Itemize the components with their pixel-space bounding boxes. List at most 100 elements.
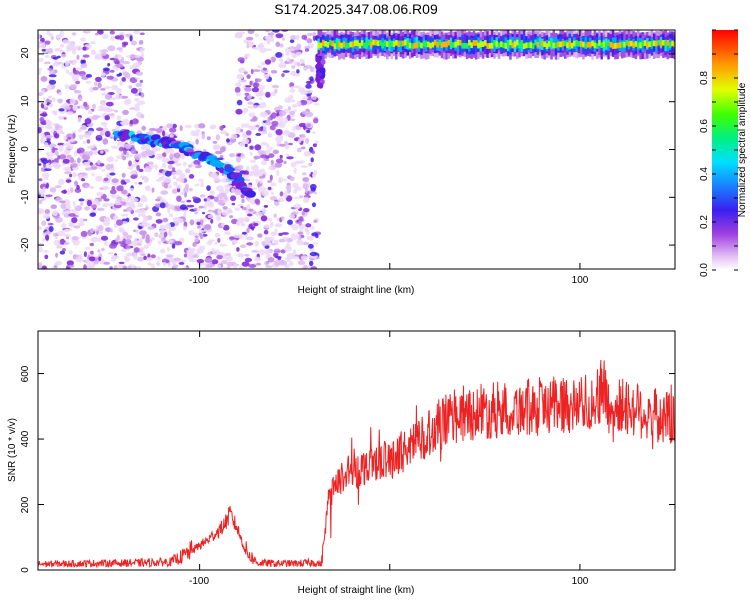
- heatmap-cell: [96, 127, 104, 132]
- heatmap-cell: [306, 235, 314, 241]
- heatmap-cell: [251, 187, 257, 190]
- heatmap-cell: [194, 237, 200, 243]
- band-cell: [671, 40, 674, 52]
- heatmap-cell: [44, 164, 53, 169]
- heatmap-cell: [249, 145, 254, 150]
- heatmap-cell: [114, 159, 118, 162]
- heatmap-cell: [122, 61, 130, 65]
- heatmap-cell: [292, 55, 298, 58]
- heatmap-cell: [306, 123, 312, 128]
- heatmap-cell: [192, 241, 197, 247]
- heatmap-cell: [122, 118, 129, 123]
- heatmap-cell: [255, 132, 262, 136]
- heatmap-cell: [64, 171, 72, 175]
- heatmap-cell: [56, 244, 62, 248]
- band-cell: [668, 42, 672, 48]
- heatmap-cell: [292, 182, 299, 188]
- heatmap-cell: [289, 39, 295, 44]
- heatmap-cell: [259, 42, 264, 47]
- heatmap-cell: [139, 40, 144, 45]
- band-cell: [370, 41, 373, 48]
- heatmap-cell: [138, 223, 145, 227]
- heatmap-cell: [116, 185, 124, 192]
- heatmap-cell: [305, 80, 312, 84]
- heatmap-cell: [183, 211, 187, 218]
- heatmap-cell: [268, 153, 275, 158]
- heatmap-cell: [160, 248, 166, 254]
- heatmap-cell: [43, 177, 49, 181]
- heatmap-cell: [116, 115, 122, 121]
- band-cell: [411, 37, 414, 49]
- heatmap-cell: [100, 235, 109, 241]
- heatmap-cell: [78, 217, 85, 223]
- band-cell: [500, 41, 503, 48]
- heatmap-cell: [44, 40, 51, 45]
- band-cell: [518, 42, 521, 49]
- heatmap-cell: [217, 199, 224, 206]
- heatmap-cell: [114, 109, 118, 113]
- heatmap-cell: [63, 233, 71, 238]
- heatmap-cell: [291, 211, 299, 215]
- heatmap-cell: [89, 256, 96, 262]
- heatmap-cell: [302, 96, 309, 100]
- heatmap-cell: [214, 232, 221, 238]
- heatmap-cell: [52, 62, 60, 67]
- heatmap-cell: [46, 120, 53, 127]
- spectrogram-ytick-label: 0: [20, 146, 31, 152]
- heatmap-cell: [289, 110, 295, 116]
- band-cell: [427, 41, 430, 48]
- heatmap-cell: [195, 138, 199, 145]
- band-cell: [481, 41, 485, 47]
- heatmap-cell: [276, 115, 284, 122]
- heatmap-cell: [272, 149, 279, 155]
- heatmap-cell: [154, 164, 158, 170]
- heatmap-cell: [279, 65, 287, 68]
- heatmap-cell: [116, 47, 123, 51]
- heatmap-cell: [236, 99, 243, 106]
- heatmap-cell: [272, 30, 280, 33]
- heatmap-cell: [262, 67, 267, 71]
- heatmap-cell: [206, 263, 214, 268]
- band-cell: [570, 42, 574, 49]
- heatmap-cell: [303, 34, 308, 41]
- heatmap-cell: [64, 105, 71, 110]
- heatmap-cell: [221, 211, 230, 216]
- heatmap-cell: [111, 185, 116, 191]
- heatmap-cell: [80, 63, 88, 69]
- colorbar: 0.0 0.2 0.4 0.6 0.8 Normalized spectral …: [699, 29, 748, 277]
- heatmap-cell: [139, 237, 144, 244]
- band-cell: [365, 41, 368, 48]
- heatmap-cell: [245, 85, 252, 88]
- heatmap-cell: [64, 60, 70, 67]
- heatmap-cell: [119, 34, 125, 41]
- heatmap-cell: [125, 245, 131, 250]
- spectrogram-ytick-label: 20: [20, 47, 31, 59]
- heatmap-cell: [289, 89, 296, 93]
- heatmap-cell: [121, 213, 129, 217]
- heatmap-cell: [83, 251, 87, 258]
- heatmap-cell: [98, 256, 102, 262]
- band-cell: [408, 42, 412, 49]
- band-cell: [392, 41, 396, 47]
- heatmap-cell: [100, 122, 108, 126]
- heatmap-cell: [72, 201, 76, 207]
- band-cell: [641, 40, 644, 47]
- heatmap-cell: [183, 187, 189, 194]
- edge-cell: [320, 58, 326, 65]
- heatmap-cell: [157, 240, 162, 245]
- band-cell: [634, 41, 638, 47]
- heatmap-cell: [59, 153, 67, 160]
- heatmap-cell: [226, 261, 234, 267]
- band-cell: [344, 42, 348, 49]
- heatmap-cell: [235, 82, 242, 87]
- heatmap-cell: [123, 148, 127, 155]
- heatmap-cell: [278, 232, 283, 236]
- heatmap-cell: [133, 30, 140, 35]
- heatmap-cell: [256, 124, 260, 128]
- heatmap-cell: [302, 177, 310, 182]
- heatmap-cell: [279, 43, 284, 48]
- heatmap-cell: [134, 97, 140, 102]
- heatmap-cell: [141, 213, 146, 218]
- heatmap-cell: [200, 229, 205, 233]
- heatmap-cell: [269, 146, 273, 151]
